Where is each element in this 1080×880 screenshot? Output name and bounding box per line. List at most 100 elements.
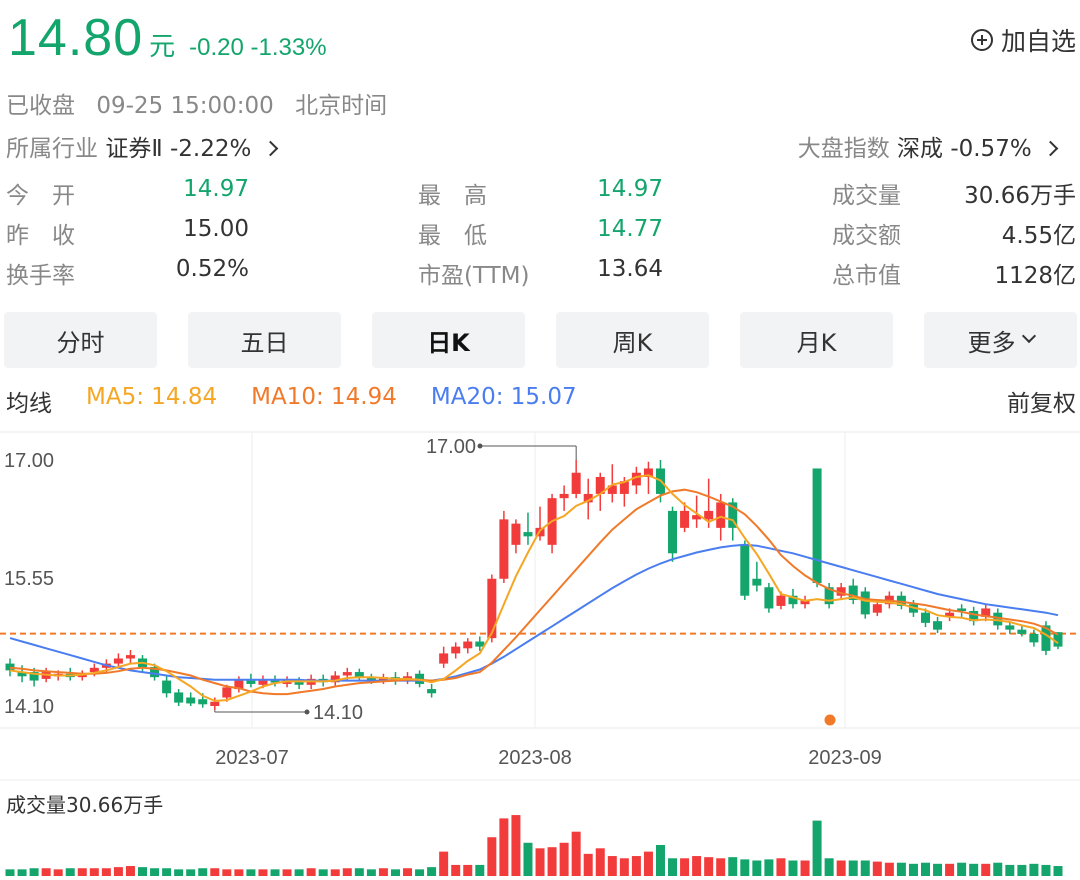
- volume-bar: [125, 866, 135, 876]
- candle-body: [1017, 629, 1027, 634]
- candle-body: [186, 697, 196, 704]
- candle-body: [439, 653, 449, 664]
- volume-bar: [475, 864, 485, 876]
- ma5-value: MA5: 14.84: [86, 384, 218, 410]
- ma-legend: 均线 MA5: 14.84 MA10: 14.94 MA20: 15.07: [6, 384, 611, 418]
- candle-body: [860, 591, 870, 615]
- volume-bar: [77, 868, 87, 876]
- volume-bar: [306, 868, 316, 876]
- candle-body: [427, 689, 437, 694]
- volume-bar: [222, 869, 232, 876]
- tab-monthly-k[interactable]: 月K: [740, 312, 893, 368]
- min-marker-dot: [304, 709, 310, 715]
- volume-bar: [451, 864, 461, 876]
- candle-body: [246, 680, 256, 684]
- event-dot-icon: [824, 714, 836, 726]
- tab-label: 分时: [56, 328, 105, 357]
- candle-body: [1041, 625, 1051, 651]
- candle-body: [499, 519, 509, 579]
- volume-bar: [53, 869, 63, 876]
- candle-body: [776, 595, 786, 606]
- volume-bar: [5, 869, 15, 876]
- candle-body: [836, 587, 846, 596]
- price-change: -0.20 -1.33%: [189, 34, 326, 62]
- index-link[interactable]: 大盘指数 深成 -0.57%: [798, 129, 1059, 163]
- tab-more[interactable]: 更多: [924, 312, 1077, 368]
- tab-five-day[interactable]: 五日: [188, 312, 341, 368]
- volume-bar: [884, 862, 894, 876]
- volume-bar: [704, 857, 714, 876]
- min-marker-label: 14.10: [313, 702, 363, 724]
- candle-body: [643, 468, 653, 477]
- volume-bar: [174, 869, 184, 876]
- candle-body: [824, 587, 834, 605]
- candle-body: [210, 701, 220, 706]
- low-label: 最 低: [418, 223, 487, 249]
- adjust-toggle[interactable]: 前复权: [1007, 391, 1076, 417]
- volume-bar: [246, 869, 256, 876]
- volume-bar: [957, 862, 967, 876]
- industry-label: 所属行业: [6, 136, 98, 162]
- volume-bar: [186, 869, 196, 876]
- volume-bar: [993, 862, 1003, 876]
- candle-body: [463, 641, 473, 649]
- chevron-right-icon: [1042, 140, 1059, 157]
- candle-body: [487, 578, 497, 639]
- volume-bar: [655, 844, 665, 876]
- volume-bar: [559, 842, 569, 876]
- chevron-right-icon: [262, 140, 278, 157]
- tab-weekly-k[interactable]: 周K: [556, 312, 709, 368]
- status-time: 09-25 15:00:00: [96, 93, 274, 119]
- mktcap-label: 总市值: [832, 263, 901, 289]
- industry-link[interactable]: 所属行业 证券Ⅱ -2.22%: [6, 129, 278, 163]
- price-unit: 元: [149, 32, 176, 62]
- tab-daily-k[interactable]: 日K: [372, 312, 525, 368]
- candle-body: [559, 493, 569, 499]
- volume-bar: [270, 869, 280, 876]
- candle-body: [1005, 625, 1015, 630]
- volume-bar: [981, 863, 991, 876]
- candle-body: [234, 680, 244, 690]
- volume-bar: [631, 856, 641, 876]
- tab-label: 更多: [967, 328, 1016, 357]
- volume-bar: [113, 867, 123, 876]
- candle-body: [788, 595, 798, 605]
- volume-bar: [571, 831, 581, 876]
- candle-body: [222, 687, 232, 698]
- pe-label: 市盈(TTM): [418, 263, 530, 289]
- candle-body: [125, 655, 135, 659]
- volume-bar: [680, 858, 690, 876]
- volume-label: 成交量30.66万手: [6, 793, 164, 817]
- volume-bar: [692, 856, 702, 876]
- tab-label: 日K: [427, 328, 470, 357]
- candle-body: [113, 658, 123, 664]
- candle-body: [583, 493, 593, 503]
- candle-body: [728, 502, 738, 528]
- volume-bar: [945, 863, 955, 876]
- add-watchlist-button[interactable]: 加自选: [970, 22, 1076, 58]
- candle-body: [17, 672, 27, 677]
- tab-intraday[interactable]: 分时: [4, 312, 157, 368]
- volume-bar: [499, 818, 509, 876]
- last-price: 14.80: [8, 9, 144, 67]
- volume-bar: [619, 858, 629, 876]
- y-tick-label: 17.00: [4, 450, 54, 472]
- candle-body: [354, 672, 364, 679]
- candle-body: [631, 472, 641, 486]
- high-label: 最 高: [418, 183, 487, 209]
- amount-value: 4.55亿: [1001, 223, 1076, 249]
- kline-chart[interactable]: 17.00 15.55 14.10 2023-07 2023-08 2023-09 17.0…: [0, 430, 1080, 880]
- volume-value: 30.66万手: [964, 183, 1076, 209]
- volume-bar: [1041, 864, 1051, 876]
- volume-bar: [908, 863, 918, 876]
- volume-bar: [523, 842, 533, 876]
- candle-body: [150, 666, 160, 678]
- mktcap-value: 1128亿: [994, 263, 1076, 289]
- candle-body: [1053, 632, 1063, 647]
- industry-name: 证券Ⅱ: [105, 136, 163, 162]
- volume-bar: [234, 869, 244, 876]
- volume-bar: [716, 858, 726, 876]
- turnover-label: 换手率: [6, 263, 75, 289]
- volume-bar: [1029, 863, 1039, 876]
- candle-body: [162, 680, 172, 694]
